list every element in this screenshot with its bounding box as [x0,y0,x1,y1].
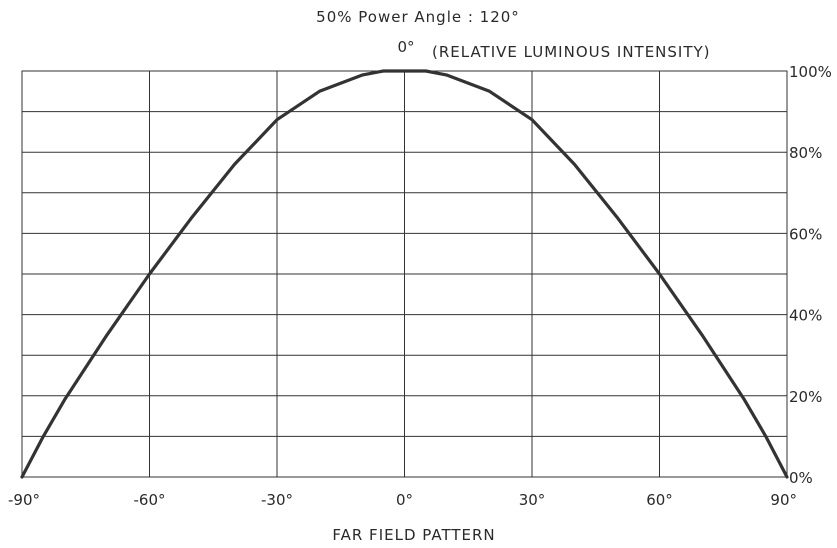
y-tick-label: 100% [789,63,832,81]
x-tick-label: -90° [8,491,40,509]
top-axis-label: 0° [397,38,414,56]
y-tick-label: 80% [789,144,822,162]
x-tick-label: -60° [134,491,166,509]
y-tick-labels: 0% 20% 40% 60% 80% 100% [789,63,832,487]
y-tick-label: 20% [789,388,822,406]
grid [22,71,787,477]
y-tick-label: 60% [789,225,822,243]
x-axis-label: FAR FIELD PATTERN [332,526,495,544]
x-tick-label: 60° [646,491,673,509]
x-tick-label: 0° [396,491,413,509]
x-tick-labels: -90° -60° -30° 0° 30° 60° 90° [8,491,797,509]
chart-title: 50% Power Angle : 120° [316,8,520,26]
y-tick-label: 40% [789,307,822,325]
y-axis-label: (RELATIVE LUMINOUS INTENSITY) [432,43,711,61]
x-tick-label: -30° [261,491,293,509]
intensity-curve [20,69,789,479]
x-tick-label: 90° [770,491,797,509]
x-tick-label: 30° [519,491,546,509]
y-tick-label: 0% [789,469,813,487]
